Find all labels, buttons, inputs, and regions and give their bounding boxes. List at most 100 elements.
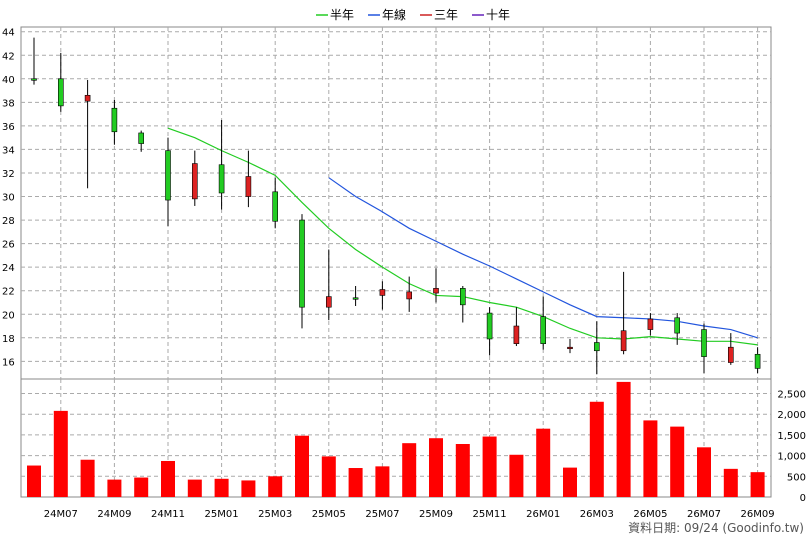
chart-legend: 半年 年線 三年 十年	[316, 7, 510, 22]
candle-body	[727, 346, 734, 363]
candle-body	[674, 317, 681, 334]
price-tick-label: 34	[2, 145, 15, 156]
volume-bar	[161, 460, 175, 497]
x-tick-label: 26M01	[526, 509, 560, 520]
candle-body	[111, 107, 118, 133]
grid-lines	[21, 27, 771, 497]
volume-bar	[536, 428, 551, 497]
candle-body	[567, 346, 573, 350]
price-tick-label: 28	[2, 216, 15, 227]
x-tick-label: 26M07	[687, 509, 721, 520]
volume-bar	[214, 478, 229, 497]
x-tick-label: 25M11	[473, 509, 507, 520]
volume-bar	[563, 467, 577, 497]
x-axis: 24M07 24M09 24M11 25M01 25M03 25M05 25M07 25M09…	[44, 509, 775, 520]
candle-body	[57, 78, 64, 107]
x-tick-label: 25M09	[419, 509, 453, 520]
candle-body	[192, 163, 198, 200]
volume-bar	[134, 477, 149, 497]
volume-bar	[670, 426, 685, 497]
volume-bar	[268, 476, 283, 497]
candlesticks	[31, 37, 761, 375]
volume-axis: 0 500 1,000 1,500 2,000 2,500	[777, 389, 806, 504]
volume-bar	[455, 444, 470, 497]
year-line	[328, 177, 758, 339]
candle-body	[379, 289, 386, 296]
volume-plot-frame	[20, 378, 772, 498]
volume-bar	[27, 465, 41, 497]
volume-tick-label: 500	[787, 472, 806, 483]
price-tick-label: 42	[2, 51, 15, 62]
candle-body	[433, 288, 439, 294]
legend-label: 年線	[382, 7, 406, 22]
volume-bar	[429, 438, 443, 497]
candle-body	[218, 164, 225, 194]
volume-bar	[187, 479, 202, 497]
price-tick-label: 40	[2, 75, 15, 86]
candle-body	[459, 288, 466, 306]
candle-body	[84, 94, 91, 102]
x-tick-label: 26M05	[633, 509, 667, 520]
price-tick-label: 30	[2, 193, 15, 204]
price-tick-label: 32	[2, 169, 15, 180]
x-tick-label: 24M09	[97, 509, 131, 520]
price-tick-label: 18	[2, 334, 15, 345]
candle-body	[352, 297, 359, 300]
x-tick-label: 25M05	[312, 509, 346, 520]
volume-bar	[750, 472, 765, 497]
volume-bar	[616, 381, 631, 497]
price-tick-label: 16	[2, 357, 15, 368]
volume-bar	[723, 468, 738, 497]
legend-label: 三年	[434, 8, 458, 22]
candle-body	[593, 342, 600, 352]
x-tick-label: 26M03	[580, 509, 614, 520]
x-tick-label: 26M09	[741, 509, 775, 520]
volume-bar	[643, 420, 658, 497]
volume-tick-label: 1,000	[777, 452, 806, 463]
x-tick-label: 25M07	[365, 509, 399, 520]
volume-bars	[27, 381, 765, 497]
volume-tick-label: 0	[800, 493, 806, 504]
candle-body	[31, 78, 37, 81]
candle-body	[647, 318, 654, 330]
x-tick-label: 24M11	[151, 509, 185, 520]
volume-tick-label: 2,500	[777, 389, 806, 400]
candle-body	[754, 353, 761, 369]
legend-label: 半年	[330, 8, 354, 22]
volume-bar	[402, 443, 417, 497]
candle-body	[138, 132, 144, 144]
candle-body	[325, 296, 332, 308]
candle-body	[406, 291, 413, 300]
volume-bar	[697, 447, 711, 497]
volume-bar	[348, 468, 363, 497]
volume-bar	[295, 435, 309, 497]
legend-label: 十年	[486, 8, 510, 22]
volume-tick-label: 1,500	[777, 431, 806, 442]
candle-body	[513, 325, 520, 344]
candle-body	[165, 150, 171, 201]
volume-bar	[375, 466, 390, 497]
candle-body	[486, 312, 493, 340]
volume-bar	[589, 401, 604, 497]
candle-body	[540, 316, 547, 344]
x-tick-label: 25M01	[205, 509, 239, 520]
x-tick-label: 25M03	[258, 509, 292, 520]
price-tick-label: 38	[2, 98, 15, 109]
x-tick-label: 24M07	[44, 509, 78, 520]
price-tick-label: 44	[2, 28, 15, 39]
price-tick-label: 22	[2, 287, 15, 298]
price-axis: 16 18 20 22 24 26 28 30 32 34 36 38 40 42 44	[2, 28, 15, 369]
volume-bar	[241, 480, 256, 497]
candle-body	[299, 219, 305, 308]
price-plot-frame	[20, 26, 772, 380]
price-tick-label: 36	[2, 122, 15, 133]
volume-bar	[509, 454, 524, 497]
candle-body	[701, 329, 707, 357]
candle-body	[272, 191, 279, 222]
price-tick-label: 20	[2, 310, 15, 321]
volume-tick-label: 2,000	[777, 410, 806, 421]
data-date-footer: 資料日期: 09/24 (Goodinfo.tw)	[628, 521, 804, 535]
volume-bar	[482, 436, 497, 497]
volume-bar	[321, 456, 336, 497]
